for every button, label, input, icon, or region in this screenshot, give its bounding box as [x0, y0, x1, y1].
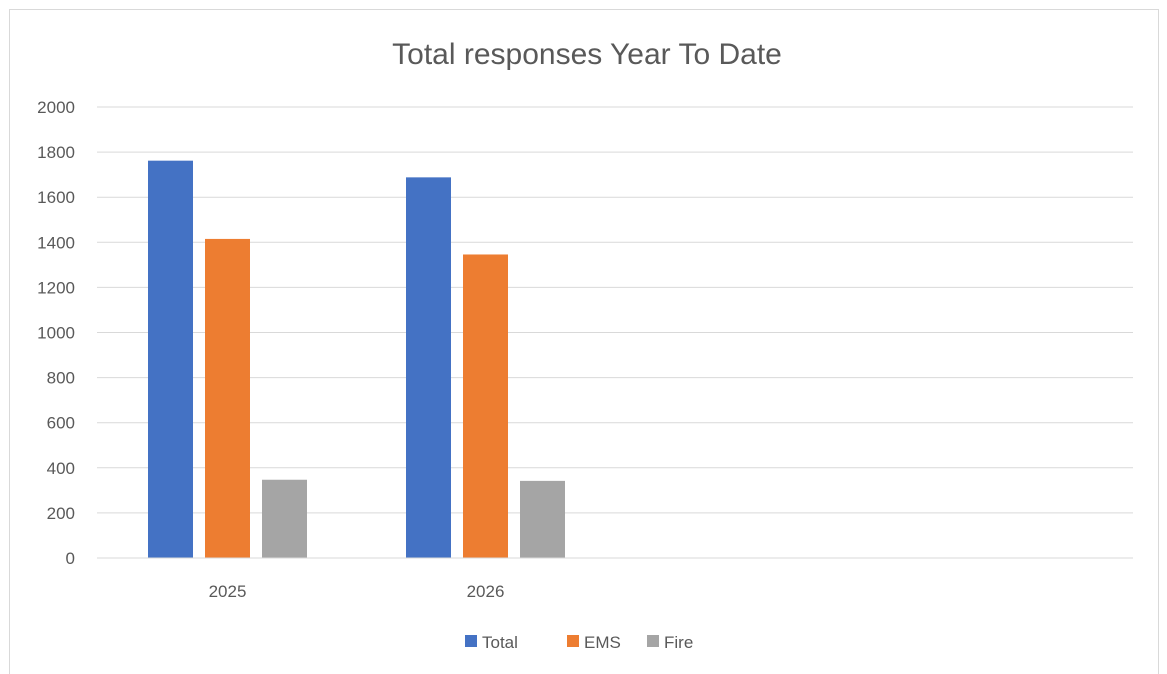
y-tick-label: 0 — [66, 549, 75, 568]
bar-total-2025 — [148, 160, 193, 558]
legend-swatch-fire — [647, 635, 659, 647]
chart-frame — [9, 9, 1159, 674]
bar-ems-2026 — [463, 254, 508, 559]
bar-ems-2025 — [205, 238, 250, 559]
legend-label-total: Total — [482, 633, 518, 652]
chart-title: Total responses Year To Date — [392, 38, 782, 71]
bars — [148, 160, 565, 559]
y-tick-label: 200 — [47, 504, 75, 523]
gridlines — [97, 106, 1133, 559]
y-tick-label: 1200 — [37, 278, 75, 297]
x-tick-label: 2025 — [209, 582, 247, 601]
x-tick-label: 2026 — [467, 582, 505, 601]
y-axis: 0 200 400 600 800 1000 1200 1400 1600 1800 2000 — [37, 98, 75, 568]
legend-label-fire: Fire — [664, 633, 693, 652]
y-tick-label: 600 — [47, 414, 75, 433]
legend: Total EMS Fire — [465, 633, 693, 652]
y-tick-label: 1600 — [37, 188, 75, 207]
legend-swatch-ems — [567, 635, 579, 647]
x-axis: 2025 2026 — [97, 557, 1133, 601]
y-tick-label: 2000 — [37, 98, 75, 117]
y-tick-label: 1000 — [37, 324, 75, 343]
y-tick-label: 400 — [47, 459, 75, 478]
bar-total-2026 — [406, 177, 451, 558]
y-tick-label: 1800 — [37, 143, 75, 162]
legend-label-ems: EMS — [584, 633, 621, 652]
y-tick-label: 1400 — [37, 233, 75, 252]
bar-fire-2025 — [262, 479, 307, 558]
legend-swatch-total — [465, 635, 477, 647]
bar-fire-2026 — [520, 480, 565, 558]
y-tick-label: 800 — [47, 369, 75, 388]
